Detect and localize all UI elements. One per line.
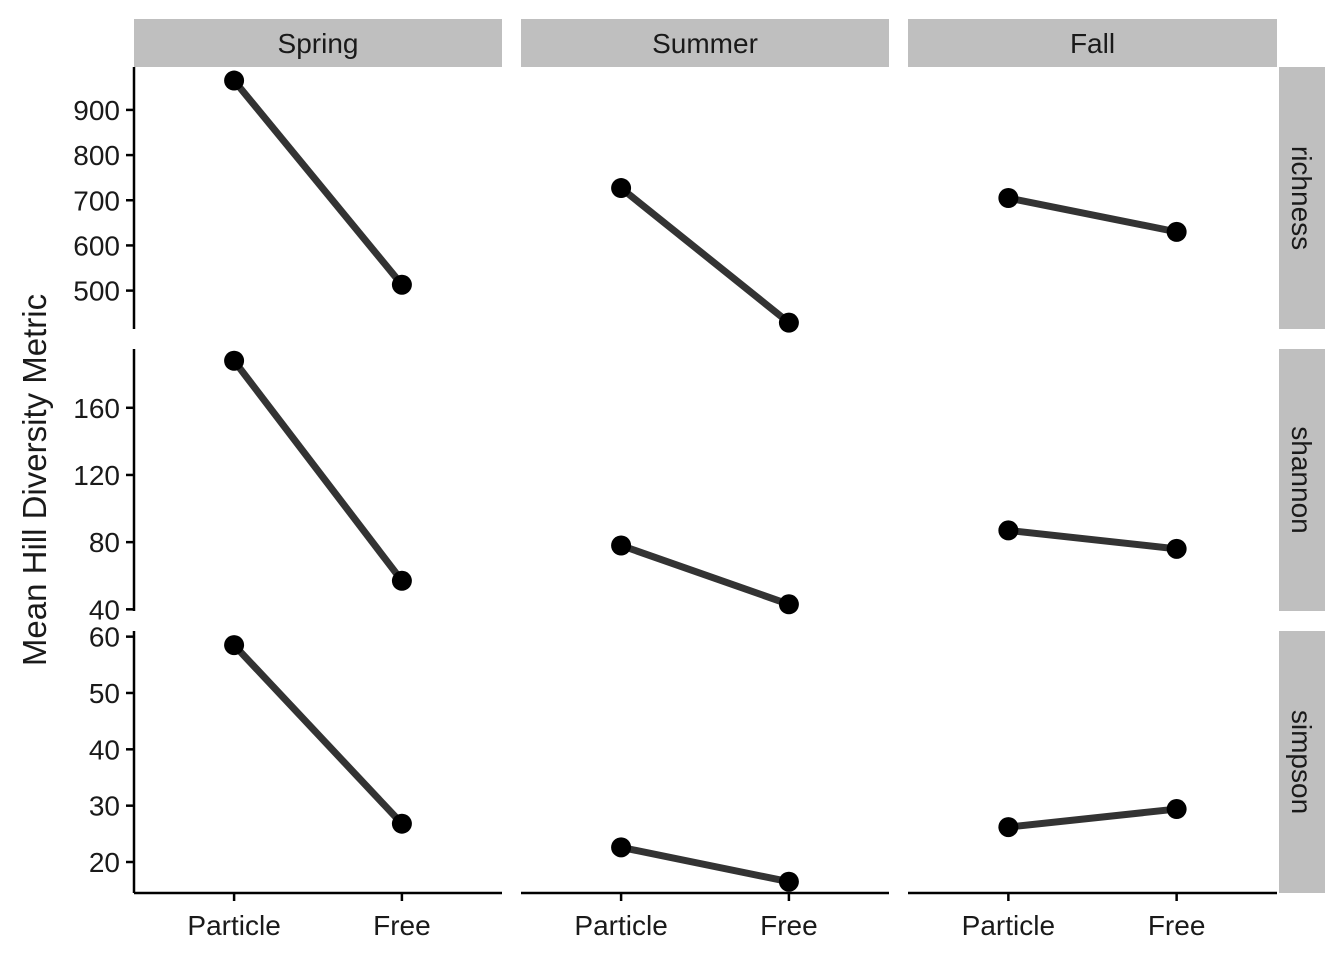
point-free xyxy=(778,312,799,333)
row-strips: richness shannon simpson xyxy=(1279,67,1325,893)
x-tick-label: Particle xyxy=(962,910,1055,941)
strip-label-summer: Summer xyxy=(652,28,758,59)
series-line xyxy=(231,78,405,287)
point-free xyxy=(1166,799,1187,820)
strip-richness xyxy=(1279,67,1325,329)
strip-shannon xyxy=(1279,349,1325,611)
x-tick-label: Free xyxy=(1148,910,1206,941)
strip-summer xyxy=(521,19,889,67)
panel-richness-fall xyxy=(998,188,1187,242)
x-tick-label: Particle xyxy=(187,910,280,941)
y-tick-label: 20 xyxy=(89,847,120,878)
y-tick-label: 50 xyxy=(89,678,120,709)
column-strips: Spring Summer Fall xyxy=(134,19,1277,67)
panel-richness-summer xyxy=(611,178,799,333)
panel-simpson-fall xyxy=(998,799,1187,838)
y-tick-label: 40 xyxy=(89,594,120,625)
series-line xyxy=(1007,526,1178,553)
y-axis-title: Mean Hill Diversity Metric xyxy=(16,294,53,666)
point-free xyxy=(391,570,412,591)
point-free xyxy=(1166,221,1187,242)
point-free xyxy=(391,274,412,295)
point-particle xyxy=(224,635,245,656)
series-line xyxy=(618,185,792,326)
panel-richness-spring xyxy=(224,70,412,295)
strip-simpson xyxy=(1279,631,1325,893)
y-tick-label: 900 xyxy=(73,95,120,126)
series-line xyxy=(1007,805,1178,831)
panel-shannon-summer xyxy=(611,535,799,615)
point-particle xyxy=(611,535,632,556)
y-tick-label: 80 xyxy=(89,527,120,558)
series-line xyxy=(231,642,405,827)
y-tick-label: 30 xyxy=(89,791,120,822)
y-tick-label: 600 xyxy=(73,230,120,261)
strip-label-simpson: simpson xyxy=(1286,710,1317,814)
y-tick-label: 500 xyxy=(73,276,120,307)
point-free xyxy=(391,813,412,834)
panels xyxy=(224,70,1187,892)
point-particle xyxy=(998,520,1019,541)
y-tick-label: 60 xyxy=(89,622,120,653)
point-particle xyxy=(224,350,245,371)
point-particle xyxy=(611,837,632,858)
panel-simpson-summer xyxy=(611,837,799,892)
strip-label-fall: Fall xyxy=(1070,28,1115,59)
x-tick-label: Free xyxy=(373,910,431,941)
y-tick-label: 160 xyxy=(73,393,120,424)
series-line xyxy=(231,358,405,583)
point-free xyxy=(778,871,799,892)
panel-shannon-fall xyxy=(998,520,1187,559)
axes: 500 600 700 800 900 40 80 120 160 20 30 40 50 60 Parti… xyxy=(73,67,1277,941)
y-tick-label: 120 xyxy=(73,460,120,491)
series-line xyxy=(620,843,790,886)
strip-label-shannon: shannon xyxy=(1286,426,1317,533)
point-particle xyxy=(224,70,245,91)
point-free xyxy=(778,594,799,615)
strip-label-richness: richness xyxy=(1286,146,1317,250)
panel-shannon-spring xyxy=(224,350,412,591)
y-tick-label: 800 xyxy=(73,140,120,171)
y-tick-label: 700 xyxy=(73,185,120,216)
series-line xyxy=(619,542,791,608)
strip-fall xyxy=(908,19,1277,67)
point-particle xyxy=(611,178,632,199)
y-tick-label: 40 xyxy=(89,734,120,765)
series-line xyxy=(1007,194,1178,236)
x-tick-label: Particle xyxy=(574,910,667,941)
x-tick-label: Free xyxy=(760,910,818,941)
point-particle xyxy=(998,188,1019,208)
point-particle xyxy=(998,817,1019,838)
point-free xyxy=(1166,538,1187,559)
panel-simpson-spring xyxy=(224,635,412,834)
strip-spring xyxy=(134,19,502,67)
strip-label-spring: Spring xyxy=(278,28,359,59)
